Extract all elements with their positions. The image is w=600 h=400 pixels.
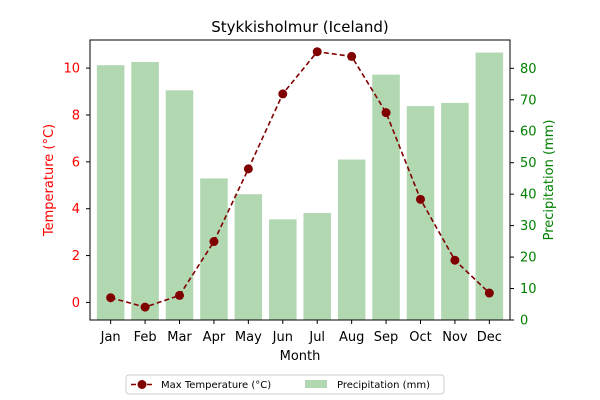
x-tick-label-oct: Oct [409, 330, 431, 345]
legend-box [125, 374, 445, 395]
legend-temperature-marker [137, 380, 147, 389]
bar-may [234, 194, 263, 320]
x-tick-label-may: May [235, 330, 262, 345]
temperature-point-may [243, 164, 253, 174]
temperature-point-sep [381, 108, 391, 118]
precipitation-axis-label: Precipitation (mm) [542, 120, 557, 241]
temperature-point-jul [312, 47, 322, 57]
precipitation-tick-label: 70 [520, 93, 537, 108]
bar-feb [131, 62, 159, 321]
legend-precipitation-label: Precipitation (mm) [337, 380, 430, 391]
x-tick-label-jul: Jul [308, 330, 325, 345]
bar-apr [200, 178, 228, 320]
precipitation-tick-label: 0 [520, 314, 528, 329]
temperature-tick-label: 6 [72, 155, 80, 170]
bar-nov [441, 102, 469, 320]
bar-mar [165, 90, 194, 320]
temperature-point-jan [106, 293, 116, 303]
precipitation-tick-label: 80 [520, 62, 537, 77]
precipitation-tick-label: 60 [520, 125, 537, 140]
temperature-point-feb [140, 302, 150, 312]
legend-precipitation-swatch [305, 380, 327, 388]
precipitation-bars [96, 52, 504, 321]
x-tick-label-mar: Mar [167, 330, 192, 345]
temperature-axis: 0 2 4 6 8 10 [63, 62, 90, 311]
temperature-point-jun [278, 89, 288, 99]
x-axis: Jan Feb Mar Apr May Jun Jul Aug Sep Oct Nov Dec [100, 320, 502, 345]
legend-temperature-label: Max Temperature (°C) [161, 380, 271, 391]
temperature-tick-label: 8 [72, 108, 80, 123]
temperature-point-aug [347, 51, 357, 61]
x-tick-label-apr: Apr [203, 330, 226, 345]
temperature-point-nov [450, 255, 460, 265]
temperature-tick-label: 2 [72, 249, 80, 264]
bar-jun [269, 219, 297, 320]
x-axis-label: Month [280, 349, 321, 364]
temperature-tick-label: 10 [63, 62, 80, 77]
x-tick-label-jan: Jan [100, 330, 121, 345]
temperature-point-apr [209, 237, 219, 247]
precipitation-tick-label: 50 [520, 156, 537, 171]
legend: Max Temperature (°C) Precipitation (mm) [125, 374, 445, 395]
chart-title: Stykkisholmur (Iceland) [211, 18, 389, 36]
temperature-point-mar [175, 290, 185, 300]
x-tick-label-dec: Dec [477, 330, 502, 345]
temperature-point-oct [415, 194, 425, 204]
bar-jul [303, 213, 331, 320]
bar-oct [406, 106, 435, 320]
temperature-axis-label: Temperature (°C) [42, 124, 57, 237]
bar-dec [475, 52, 504, 321]
temperature-point-dec [484, 288, 494, 298]
x-tick-label-sep: Sep [374, 330, 399, 345]
precipitation-tick-label: 30 [520, 219, 537, 234]
temperature-series-line [110, 50, 490, 308]
bar-aug [337, 159, 366, 320]
precipitation-tick-label: 20 [520, 251, 537, 266]
x-tick-label-nov: Nov [442, 330, 468, 345]
x-tick-label-jun: Jun [272, 330, 293, 345]
precipitation-tick-label: 10 [520, 282, 537, 297]
temperature-line [106, 47, 494, 312]
x-tick-label-aug: Aug [339, 330, 364, 345]
precipitation-axis: 0 10 20 30 40 50 60 70 80 [510, 62, 537, 329]
bar-jan [96, 65, 125, 320]
x-tick-label-feb: Feb [134, 330, 157, 345]
temperature-tick-label: 4 [72, 202, 80, 217]
temperature-tick-label: 0 [72, 296, 80, 311]
plot-frame [89, 39, 511, 321]
precipitation-tick-label: 40 [520, 188, 537, 203]
